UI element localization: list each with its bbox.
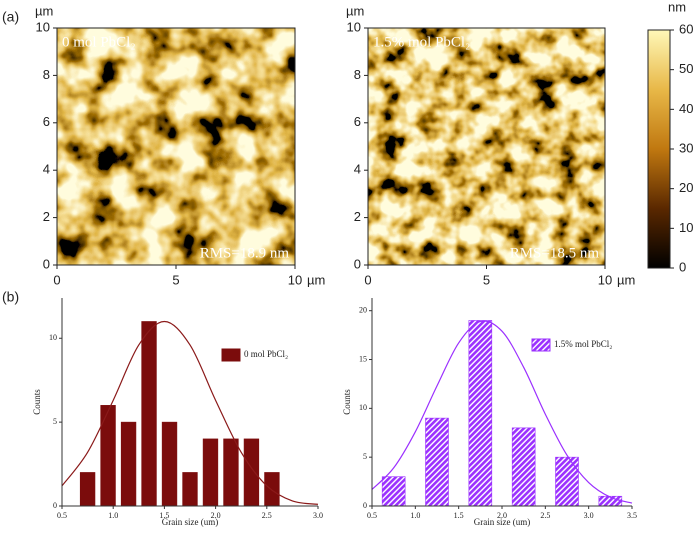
x-unit: µm (617, 272, 635, 287)
x-tick-label: 1.5 (159, 511, 169, 520)
legend-label: 0 mol PbCl₂ (244, 349, 288, 359)
y-unit: µm (35, 3, 53, 18)
panel-label: (a) (2, 9, 19, 25)
y-tick-label: 10 (49, 333, 57, 342)
x-tick-label: 10 (288, 272, 302, 287)
x-tick-label: 2.0 (211, 511, 221, 520)
y-tick-label: 15 (359, 354, 367, 363)
bar (468, 320, 493, 507)
colorbar-tick-label: 30 (679, 140, 693, 155)
y-tick-label: 10 (347, 19, 361, 34)
bar (555, 456, 579, 507)
y-tick-label: 0 (43, 256, 50, 271)
bar (202, 438, 219, 507)
x-tick-label: 0.5 (57, 511, 67, 520)
y-tick-label: 10 (36, 19, 50, 34)
y-tick-label: 5 (53, 417, 57, 426)
x-tick-label: 2.5 (540, 511, 550, 520)
panel-label: (b) (2, 289, 19, 305)
bar (141, 321, 157, 507)
x-tick-label: 3.0 (313, 511, 323, 520)
bar (223, 438, 239, 507)
bar (161, 421, 178, 507)
colorbar-tick-label: 40 (679, 101, 693, 116)
y-tick-label: 10 (359, 403, 367, 412)
x-tick-label: 0 (364, 272, 371, 287)
bar (182, 472, 198, 507)
x-tick-label: 3.0 (584, 511, 594, 520)
y-tick-label: 8 (43, 67, 50, 82)
bar (264, 472, 280, 507)
colorbar-tick-label: 0 (679, 259, 686, 274)
x-tick-label: 5 (483, 272, 490, 287)
rms-label: RMS=18.9 nm (200, 245, 290, 261)
y-unit: µm (346, 3, 364, 18)
legend-swatch (221, 348, 241, 362)
bar (100, 405, 116, 507)
y-tick-label: 0 (363, 501, 367, 510)
y-axis-label: Counts (342, 389, 352, 415)
colorbar-tick-label: 60 (679, 21, 693, 36)
y-tick-label: 5 (363, 452, 367, 461)
colorbar-tick-label: 20 (679, 180, 693, 195)
y-tick-label: 4 (43, 162, 50, 177)
bar (381, 476, 406, 507)
colorbar (647, 29, 671, 269)
legend-label: 1.5% mol PbCl₂ (554, 339, 612, 349)
y-tick-label: 6 (43, 114, 50, 129)
x-tick-label: 10 (598, 272, 612, 287)
rms-label: RMS=18.5 nm (510, 245, 600, 261)
y-axis-label: Counts (32, 389, 42, 415)
x-tick-label: 5 (172, 272, 179, 287)
x-tick-label: 3.5 (627, 511, 637, 520)
afm-image (368, 28, 605, 265)
x-axis-label: Grain size (um) (162, 517, 218, 527)
sample-label: 0 mol PbCl₂ (62, 34, 136, 50)
y-tick-label: 2 (354, 209, 361, 224)
fit-curve (371, 320, 633, 504)
x-axis-label: Grain size (um) (474, 517, 530, 527)
y-tick-label: 20 (359, 306, 367, 315)
bar (79, 472, 96, 507)
bar (120, 421, 137, 507)
x-tick-label: 2.0 (497, 511, 507, 520)
y-tick-label: 0 (354, 256, 361, 271)
x-unit: µm (307, 272, 325, 287)
x-tick-label: 1.5 (454, 511, 464, 520)
sample-label: 1.5% mol PbCl₂ (373, 34, 470, 50)
colorbar-tick-label: 10 (679, 220, 693, 235)
x-tick-label: 0.5 (367, 511, 377, 520)
afm-image (57, 28, 295, 265)
y-tick-label: 8 (354, 67, 361, 82)
fit-curve (61, 320, 319, 505)
colorbar-unit: nm (668, 0, 686, 14)
colorbar-tick-label: 50 (679, 61, 693, 76)
bar (425, 417, 449, 507)
y-tick-label: 2 (43, 209, 50, 224)
x-tick-label: 1.0 (108, 511, 118, 520)
y-tick-label: 0 (53, 501, 57, 510)
x-tick-label: 2.5 (262, 511, 272, 520)
bar (511, 427, 536, 507)
y-tick-label: 4 (354, 162, 361, 177)
legend-swatch (531, 338, 551, 352)
x-tick-label: 0 (53, 272, 60, 287)
x-tick-label: 1.0 (410, 511, 420, 520)
bar (243, 438, 260, 507)
y-tick-label: 6 (354, 114, 361, 129)
